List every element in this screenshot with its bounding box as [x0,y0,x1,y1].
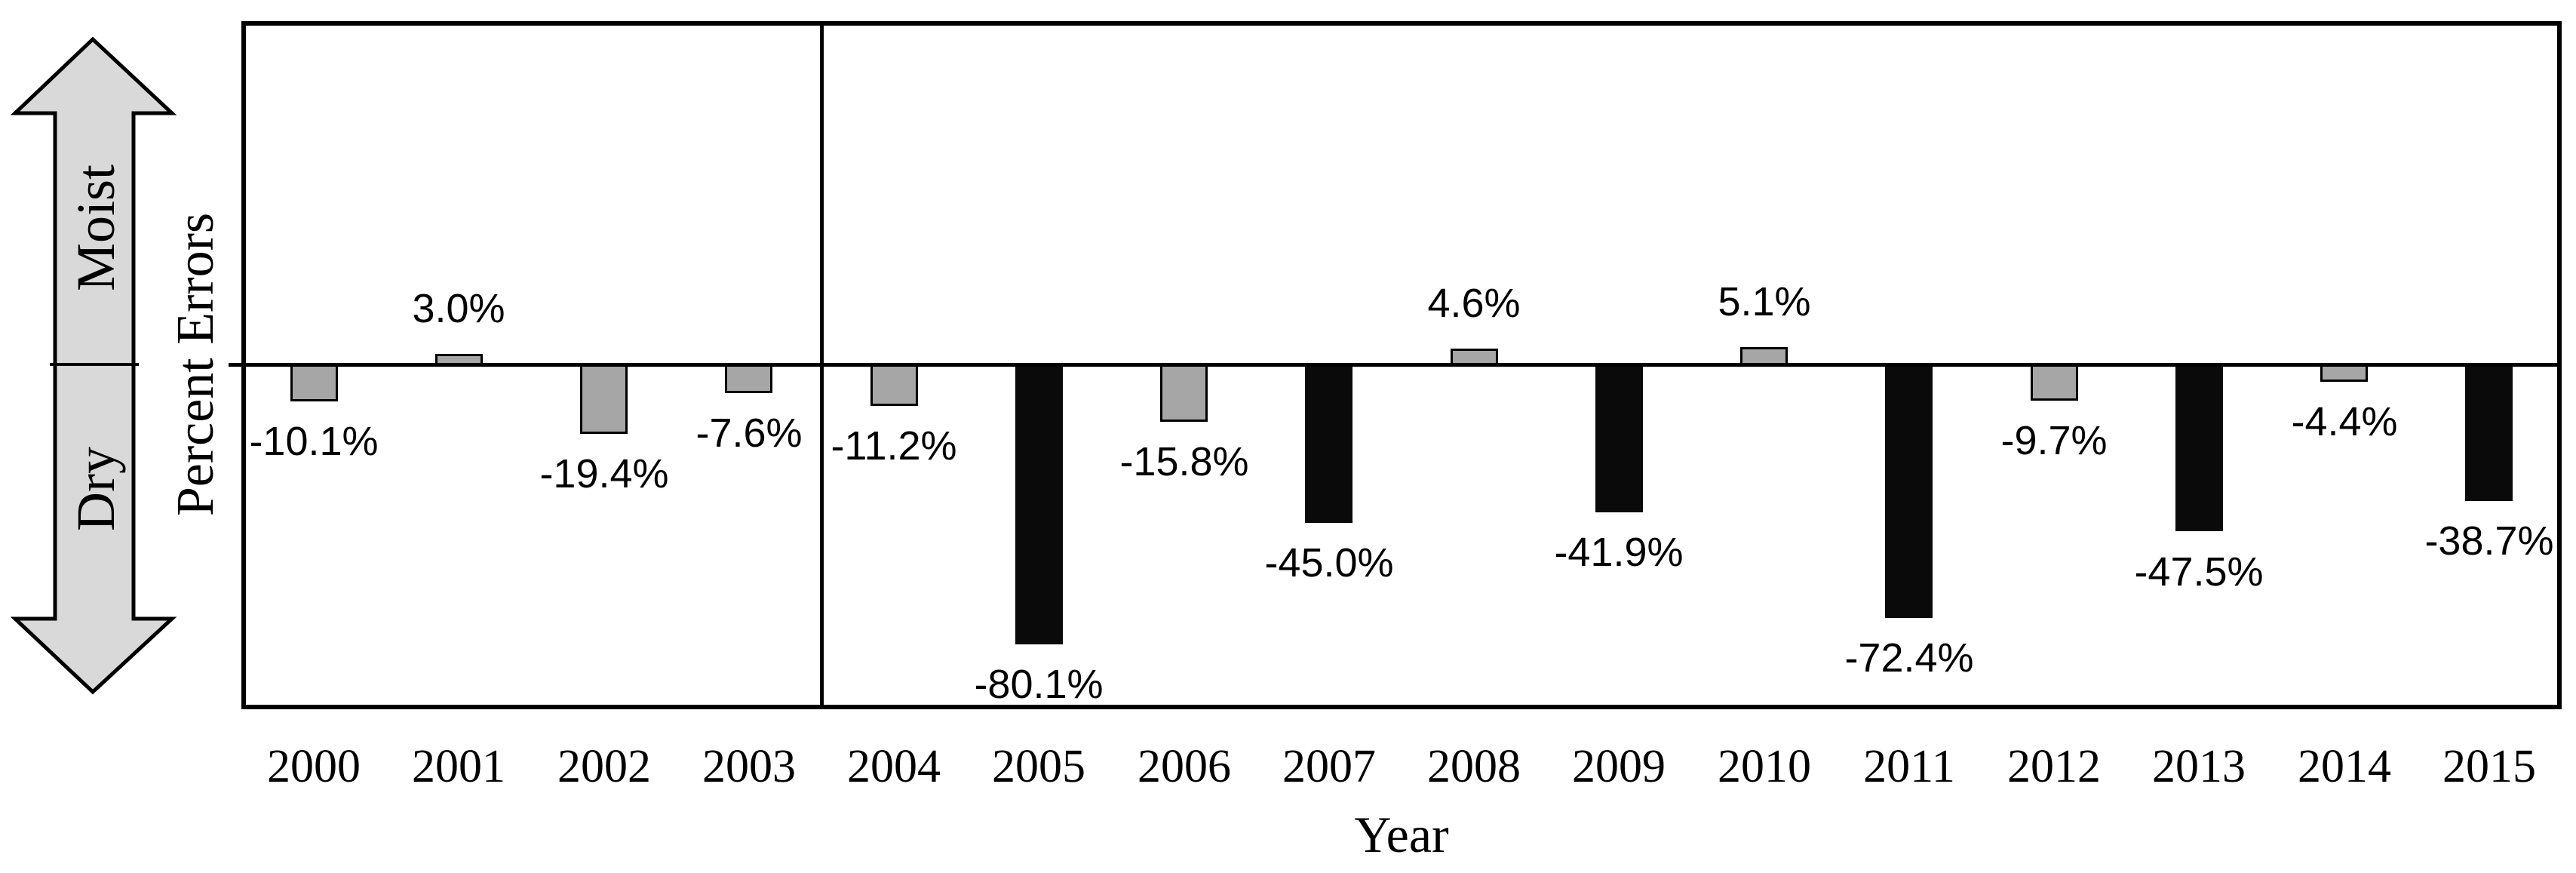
x-tick-2009: 2009 [1572,741,1666,792]
zero-axis-line [241,363,2562,367]
bar-2000 [290,364,338,401]
value-label-2002: -19.4% [539,451,669,496]
value-label-2000: -10.1% [249,419,379,464]
moist-dry-arrow: Moist Dry [10,36,177,695]
x-tick-2003: 2003 [702,741,796,792]
x-tick-2001: 2001 [412,741,505,792]
x-tick-2012: 2012 [2007,741,2101,792]
bar-2004 [870,364,918,406]
moist-label: Moist [66,164,126,291]
x-tick-2005: 2005 [992,741,1085,792]
bar-2013 [2175,364,2223,531]
value-label-2015: -38.7% [2424,518,2554,564]
value-label-2013: -47.5% [2134,549,2264,595]
value-label-2004: -11.2% [831,423,957,469]
bar-2015 [2465,364,2513,501]
value-label-2011: -72.4% [1844,635,1974,681]
bar-2009 [1595,364,1643,512]
value-label-2014: -4.4% [2291,399,2398,444]
value-label-2012: -9.7% [2000,418,2108,463]
x-tick-2002: 2002 [557,741,651,792]
dry-label: Dry [66,447,126,531]
bar-2002 [580,364,628,434]
bar-2005 [1015,364,1063,644]
bar-2007 [1305,364,1352,523]
y-axis-title: Percent Errors [167,212,225,517]
value-label-2001: 3.0% [412,286,505,331]
x-tick-2004: 2004 [847,741,941,792]
bar-2003 [725,364,772,393]
x-tick-2011: 2011 [1863,741,1955,792]
x-tick-2015: 2015 [2442,741,2536,792]
x-tick-2014: 2014 [2298,741,2391,792]
zero-axis-tick [229,363,241,367]
x-axis-title: Year [1354,806,1449,863]
x-tick-2013: 2013 [2152,741,2246,792]
value-label-2003: -7.6% [695,410,803,456]
bar-2006 [1160,364,1208,422]
value-label-2007: -45.0% [1264,540,1394,586]
value-label-2010: 5.1% [1718,279,1811,324]
value-label-2009: -41.9% [1554,530,1684,575]
value-label-2006: -15.8% [1119,439,1249,484]
value-label-2005: -80.1% [974,662,1104,707]
bar-2011 [1885,364,1933,618]
x-tick-2000: 2000 [267,741,361,792]
bar-2014 [2320,364,2368,382]
x-tick-2007: 2007 [1282,741,1376,792]
x-tick-2008: 2008 [1427,741,1521,792]
bar-2012 [2031,364,2078,401]
value-label-2008: 4.6% [1427,281,1521,326]
x-tick-2010: 2010 [1718,741,1811,792]
x-tick-2006: 2006 [1138,741,1231,792]
